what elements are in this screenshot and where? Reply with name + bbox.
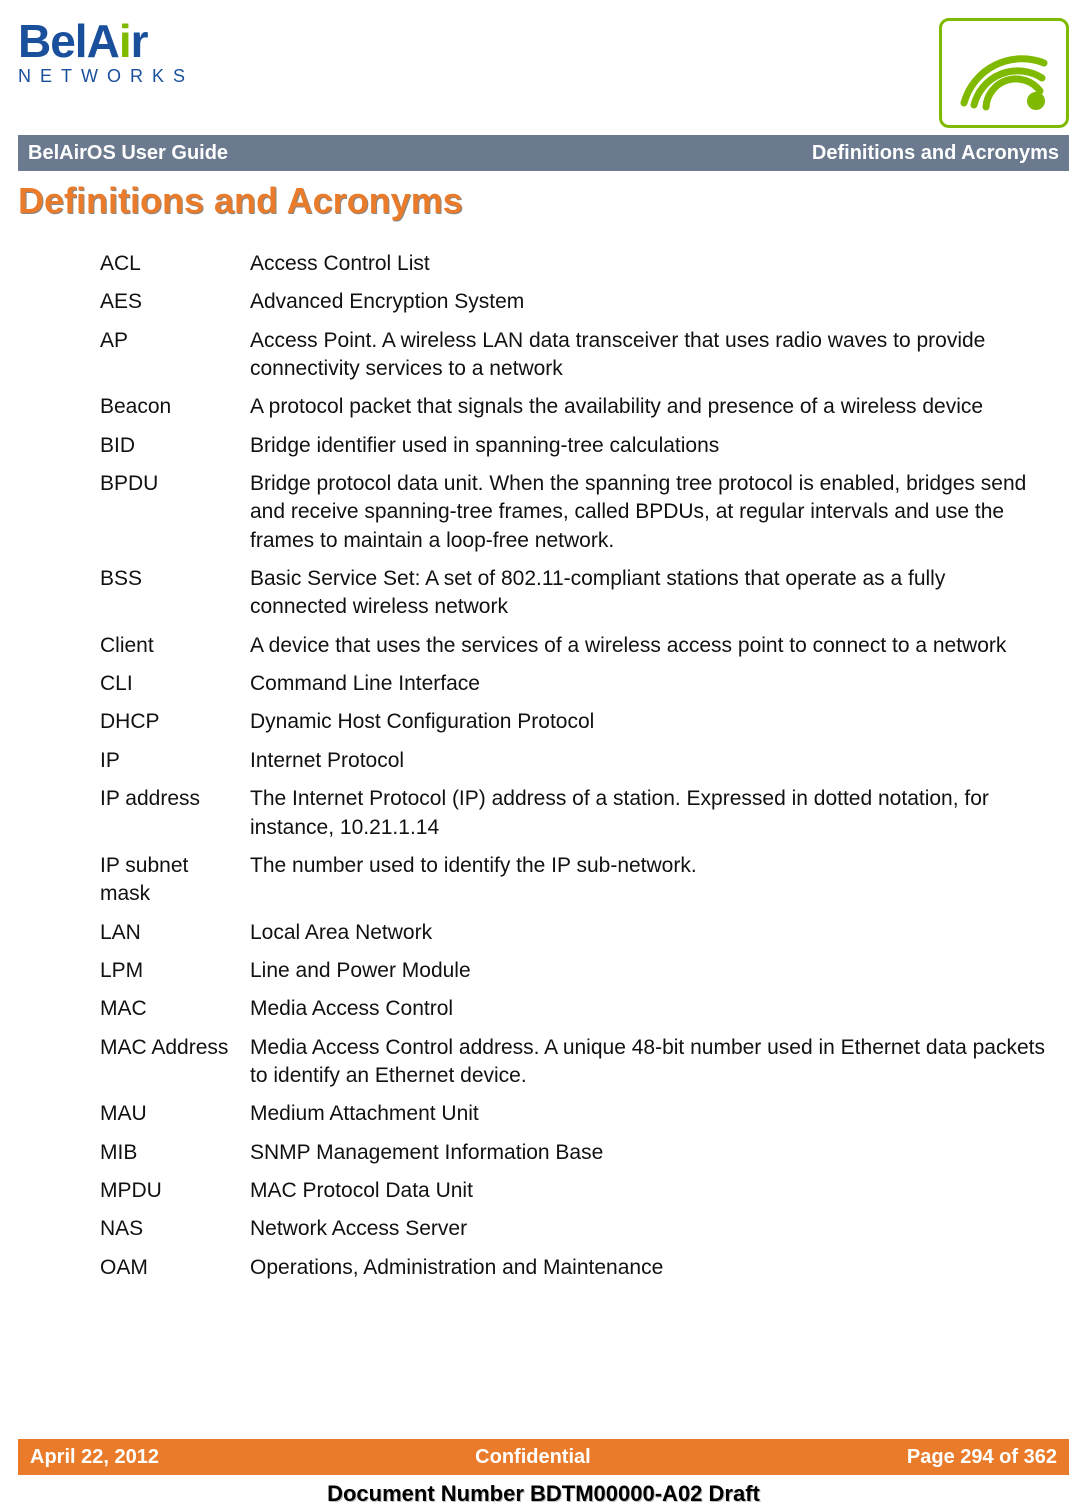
definition-description: Basic Service Set: A set of 802.11-compl… — [250, 565, 1047, 622]
definition-row: MPDUMAC Protocol Data Unit — [100, 1177, 1047, 1205]
logo-text-main-2: r — [131, 15, 148, 67]
section-title: Definitions and Acronyms — [812, 142, 1059, 165]
definition-description: Dynamic Host Configuration Protocol — [250, 708, 1047, 736]
definition-term: NAS — [100, 1215, 250, 1243]
definition-term: BPDU — [100, 470, 250, 555]
definition-description: Advanced Encryption System — [250, 288, 1047, 316]
definition-row: LANLocal Area Network — [100, 919, 1047, 947]
definition-term: BSS — [100, 565, 250, 622]
definition-row: MACMedia Access Control — [100, 995, 1047, 1023]
definition-term: CLI — [100, 670, 250, 698]
definition-row: ACLAccess Control List — [100, 250, 1047, 278]
definition-description: MAC Protocol Data Unit — [250, 1177, 1047, 1205]
page-header: BelAir NETWORKS — [0, 0, 1087, 132]
document-number: Document Number BDTM00000-A02 Draft — [0, 1481, 1087, 1507]
footer-date: April 22, 2012 — [30, 1446, 159, 1469]
definition-description: Medium Attachment Unit — [250, 1100, 1047, 1128]
definition-term: MAU — [100, 1100, 250, 1128]
definition-description: The Internet Protocol (IP) address of a … — [250, 785, 1047, 842]
definition-description: A protocol packet that signals the avail… — [250, 393, 1047, 421]
definition-term: IP subnet mask — [100, 852, 250, 909]
definition-description: Bridge protocol data unit. When the span… — [250, 470, 1047, 555]
definition-row: BeaconA protocol packet that signals the… — [100, 393, 1047, 421]
title-strip: BelAirOS User Guide Definitions and Acro… — [18, 135, 1069, 171]
footer-strip: April 22, 2012 Confidential Page 294 of … — [18, 1439, 1069, 1475]
definition-description: A device that uses the services of a wir… — [250, 632, 1047, 660]
guide-title: BelAirOS User Guide — [28, 142, 228, 165]
definition-row: DHCPDynamic Host Configuration Protocol — [100, 708, 1047, 736]
definition-description: Line and Power Module — [250, 957, 1047, 985]
definition-description: The number used to identify the IP sub-n… — [250, 852, 1047, 909]
definition-description: Media Access Control — [250, 995, 1047, 1023]
definition-row: BPDUBridge protocol data unit. When the … — [100, 470, 1047, 555]
definition-term: AES — [100, 288, 250, 316]
brand-icon — [939, 18, 1069, 128]
definition-description: Media Access Control address. A unique 4… — [250, 1034, 1047, 1091]
definition-row: MAUMedium Attachment Unit — [100, 1100, 1047, 1128]
definition-row: OAMOperations, Administration and Mainte… — [100, 1254, 1047, 1282]
definition-row: APAccess Point. A wireless LAN data tran… — [100, 327, 1047, 384]
definition-term: AP — [100, 327, 250, 384]
definition-description: SNMP Management Information Base — [250, 1139, 1047, 1167]
definition-row: IPInternet Protocol — [100, 747, 1047, 775]
definition-term: MAC Address — [100, 1034, 250, 1091]
definition-row: MIBSNMP Management Information Base — [100, 1139, 1047, 1167]
definition-term: LPM — [100, 957, 250, 985]
definition-row: BSSBasic Service Set: A set of 802.11-co… — [100, 565, 1047, 622]
definition-description: Command Line Interface — [250, 670, 1047, 698]
definition-row: NASNetwork Access Server — [100, 1215, 1047, 1243]
definition-row: IP subnet maskThe number used to identif… — [100, 852, 1047, 909]
definition-term: MIB — [100, 1139, 250, 1167]
page-title: Definitions and Acronyms — [18, 180, 463, 222]
definition-row: AESAdvanced Encryption System — [100, 288, 1047, 316]
definition-term: DHCP — [100, 708, 250, 736]
definition-description: Local Area Network — [250, 919, 1047, 947]
definition-description: Network Access Server — [250, 1215, 1047, 1243]
definition-term: OAM — [100, 1254, 250, 1282]
definitions-list: ACLAccess Control ListAESAdvanced Encryp… — [100, 250, 1047, 1292]
definition-term: BID — [100, 432, 250, 460]
definition-term: LAN — [100, 919, 250, 947]
footer-confidential: Confidential — [475, 1446, 591, 1469]
logo-subtitle: NETWORKS — [18, 66, 194, 87]
logo-text-main: BelA — [18, 15, 119, 67]
definition-term: IP — [100, 747, 250, 775]
definition-term: MAC — [100, 995, 250, 1023]
definition-row: CLICommand Line Interface — [100, 670, 1047, 698]
definition-term: Beacon — [100, 393, 250, 421]
definition-description: Access Point. A wireless LAN data transc… — [250, 327, 1047, 384]
definition-term: MPDU — [100, 1177, 250, 1205]
footer-page: Page 294 of 362 — [907, 1446, 1057, 1469]
definition-term: ACL — [100, 250, 250, 278]
definition-row: IP addressThe Internet Protocol (IP) add… — [100, 785, 1047, 842]
definition-row: BIDBridge identifier used in spanning-tr… — [100, 432, 1047, 460]
definition-description: Internet Protocol — [250, 747, 1047, 775]
definition-description: Operations, Administration and Maintenan… — [250, 1254, 1047, 1282]
definition-description: Access Control List — [250, 250, 1047, 278]
definition-row: LPMLine and Power Module — [100, 957, 1047, 985]
definition-description: Bridge identifier used in spanning-tree … — [250, 432, 1047, 460]
definition-row: ClientA device that uses the services of… — [100, 632, 1047, 660]
logo-text-accent: i — [119, 15, 131, 67]
definition-term: IP address — [100, 785, 250, 842]
logo-wordmark: BelAir — [18, 18, 194, 64]
definition-row: MAC AddressMedia Access Control address.… — [100, 1034, 1047, 1091]
definition-term: Client — [100, 632, 250, 660]
company-logo: BelAir NETWORKS — [18, 18, 194, 87]
